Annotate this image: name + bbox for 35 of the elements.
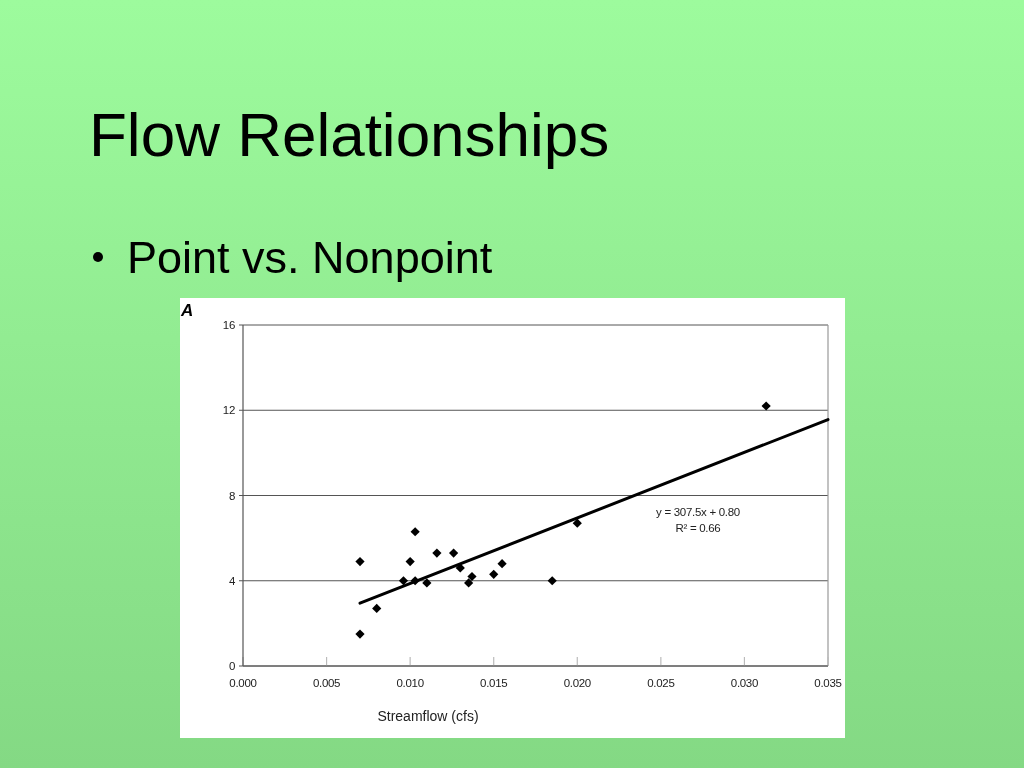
point bbox=[355, 629, 365, 639]
point bbox=[422, 578, 432, 588]
point bbox=[355, 556, 365, 567]
point bbox=[449, 548, 459, 558]
point bbox=[432, 548, 442, 558]
point bbox=[572, 518, 582, 528]
y-tick-label: 16 bbox=[222, 319, 235, 332]
chart-title: Flow Relationships bbox=[89, 100, 610, 169]
y-tick-label: 12 bbox=[222, 404, 235, 417]
x-tick-label: 0.030 bbox=[730, 677, 759, 689]
x-tick-label: 0.010 bbox=[396, 677, 424, 689]
x-tick-label: 0.015 bbox=[480, 677, 508, 689]
chart-subtitle: Point vs. Nonpoint bbox=[127, 232, 493, 283]
point bbox=[547, 576, 557, 586]
point bbox=[464, 578, 474, 588]
point bbox=[398, 576, 409, 586]
x-tick-label: 0.005 bbox=[312, 677, 341, 689]
annotation: y = 307.5x + 0.80 bbox=[656, 506, 740, 519]
y-tick-label: 4 bbox=[228, 574, 236, 587]
x-tick-label: 0.035 bbox=[814, 677, 842, 689]
text: A bbox=[180, 301, 194, 320]
point bbox=[467, 571, 477, 582]
x-tick-label: 0.020 bbox=[563, 677, 591, 689]
x-tick-label: 0.025 bbox=[647, 677, 675, 689]
annotation: R² = 0.66 bbox=[675, 522, 721, 535]
point bbox=[489, 569, 499, 579]
point bbox=[372, 603, 382, 614]
y-tick-label: 8 bbox=[228, 489, 235, 502]
point bbox=[405, 556, 415, 567]
x-tick-label: 0.000 bbox=[229, 677, 257, 689]
point bbox=[497, 559, 507, 569]
y-tick-label: 0 bbox=[228, 660, 235, 673]
x-axis-title: Streamflow (cfs) bbox=[377, 708, 479, 724]
point bbox=[761, 401, 771, 411]
point bbox=[410, 527, 420, 537]
